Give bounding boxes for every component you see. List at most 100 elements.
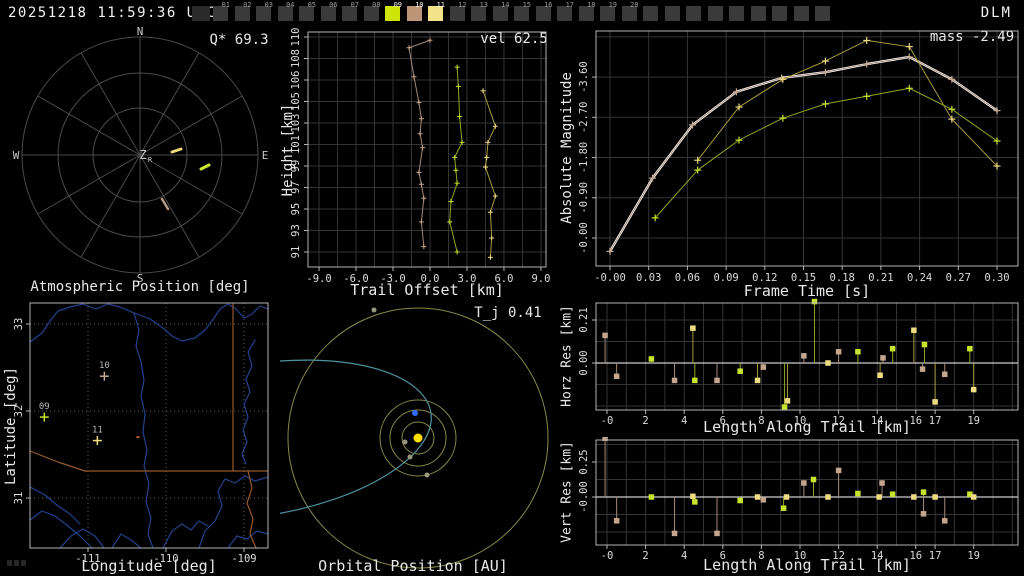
svg-text:-0: -0 [601,415,614,427]
svg-text:9.0: 9.0 [531,273,550,285]
frame-box-u21[interactable] [643,6,658,21]
svg-text:6.0: 6.0 [494,273,513,285]
map-ylabel: Latitude [deg] [3,366,19,486]
svg-text:-0.00: -0.00 [578,481,590,513]
frame-box-09[interactable]: 09 [385,2,402,21]
svg-text:0.18: 0.18 [830,272,855,284]
svg-text:-1.80: -1.80 [578,142,590,174]
frame-box-label: 07 [350,1,359,9]
frame-box-05[interactable]: 05 [299,2,316,21]
svg-text:0.30: 0.30 [984,272,1009,284]
frame-box-01[interactable]: 01 [213,2,230,21]
frame-box-blank[interactable] [192,6,210,21]
frame-box-label: 09 [393,1,402,9]
frame-box-label: 13 [479,1,488,9]
svg-text:11: 11 [92,426,103,436]
frame-box-label: 08 [372,1,381,9]
frame-box-label: 20 [630,1,639,9]
svg-text:R: R [148,156,153,164]
svg-text:-0.00: -0.00 [578,222,590,254]
frame-box-u27[interactable] [772,6,787,21]
svg-text:110: 110 [290,28,302,47]
svg-text:103: 103 [290,114,302,133]
svg-text:2: 2 [642,415,648,427]
frame-box-u23[interactable] [686,6,701,21]
svg-text:S: S [137,272,144,285]
frame-box-04[interactable]: 04 [277,2,295,21]
frame-box-15[interactable]: 15 [514,2,531,21]
frame-box-13[interactable]: 13 [471,2,488,21]
frame-box-20[interactable]: 20 [621,2,639,21]
svg-text:12: 12 [832,550,845,562]
frame-box-label: 15 [522,1,531,9]
svg-text:16: 16 [909,550,922,562]
frame-box-10[interactable]: 10 [406,2,424,21]
frame-box-u25[interactable] [729,6,744,21]
svg-text:97: 97 [290,181,302,194]
frame-box-label: 19 [608,1,617,9]
svg-text:32: 32 [13,405,25,418]
frame-box-label: 11 [436,1,445,9]
frame-box-03[interactable]: 03 [256,2,273,21]
svg-text:14: 14 [871,415,884,427]
frame-box-u28[interactable] [793,6,809,21]
svg-text:12: 12 [832,415,845,427]
svg-text:0.00: 0.00 [578,350,590,375]
frame-box-17[interactable]: 17 [557,2,574,21]
trail-ylabel: Height [km] [280,103,296,197]
frame-box-label: 18 [587,1,596,9]
frame-box-label: 03 [264,1,273,9]
frame-box-18[interactable]: 18 [578,2,596,21]
frame-box-14[interactable]: 14 [492,2,510,21]
svg-text:10: 10 [794,415,807,427]
svg-text:-109: -109 [231,553,256,565]
orbital-position-panel [280,307,549,569]
trail-xlabel: Trail Offset [km] [350,281,504,299]
svg-text:-0: -0 [601,550,614,562]
svg-text:105: 105 [290,92,302,111]
svg-text:10: 10 [99,361,110,371]
horz-res-panel: -0 2 4 6 8 10 12 14 16 17 19 0.00 0.21 [578,298,1019,427]
svg-text:3.0: 3.0 [458,273,477,285]
svg-text:N: N [137,26,144,38]
svg-text:31: 31 [13,492,25,505]
horz-xlabel: Length Along Trail [km] [703,418,911,436]
horz-ylabel: Horz Res [km] [559,305,575,407]
svg-text:93: 93 [290,224,302,237]
frame-box-u29[interactable] [815,6,830,21]
svg-text:09: 09 [39,402,50,412]
svg-text:95: 95 [290,203,302,216]
frame-box-02[interactable]: 02 [234,2,252,21]
frame-box-u24[interactable] [707,6,723,21]
svg-text:4: 4 [681,415,687,427]
frame-box-label: 10 [415,1,424,9]
frame-box-u22[interactable] [664,6,680,21]
frame-box-label: 14 [501,1,510,9]
ground-map-panel: 09 10 11 -111 -110 -109 33 32 31 [13,302,269,565]
svg-text:14: 14 [871,550,884,562]
svg-text:0.0: 0.0 [421,273,440,285]
frame-box-11[interactable]: 11 [428,2,445,21]
svg-text:0.24: 0.24 [907,272,932,284]
frame-box-08[interactable]: 08 [363,2,381,21]
orbit-title: Orbital Position [AU] [318,557,508,575]
svg-text:-111: -111 [75,553,100,565]
svg-text:106: 106 [290,71,302,90]
frame-box-u26[interactable] [750,6,766,21]
svg-text:-6.0: -6.0 [343,273,368,285]
svg-text:0.09: 0.09 [713,272,738,284]
svg-text:17: 17 [929,550,942,562]
frame-box-16[interactable]: 16 [535,2,553,21]
svg-text:19: 19 [967,415,980,427]
station-code-label: DLM [980,5,1012,21]
frame-strip: 01 02 03 04 05 06 07 08 09 10 11 12 13 14 15 16 17 18 19 20 [192,0,872,26]
frame-box-label: 01 [221,1,230,9]
frame-box-06[interactable]: 06 [320,2,338,21]
frame-box-19[interactable]: 19 [600,2,617,21]
frame-box-label: 16 [544,1,553,9]
frame-box-label: 12 [458,1,467,9]
frame-box-07[interactable]: 07 [342,2,359,21]
frame-box-12[interactable]: 12 [449,2,467,21]
svg-text:-9.0: -9.0 [306,273,331,285]
